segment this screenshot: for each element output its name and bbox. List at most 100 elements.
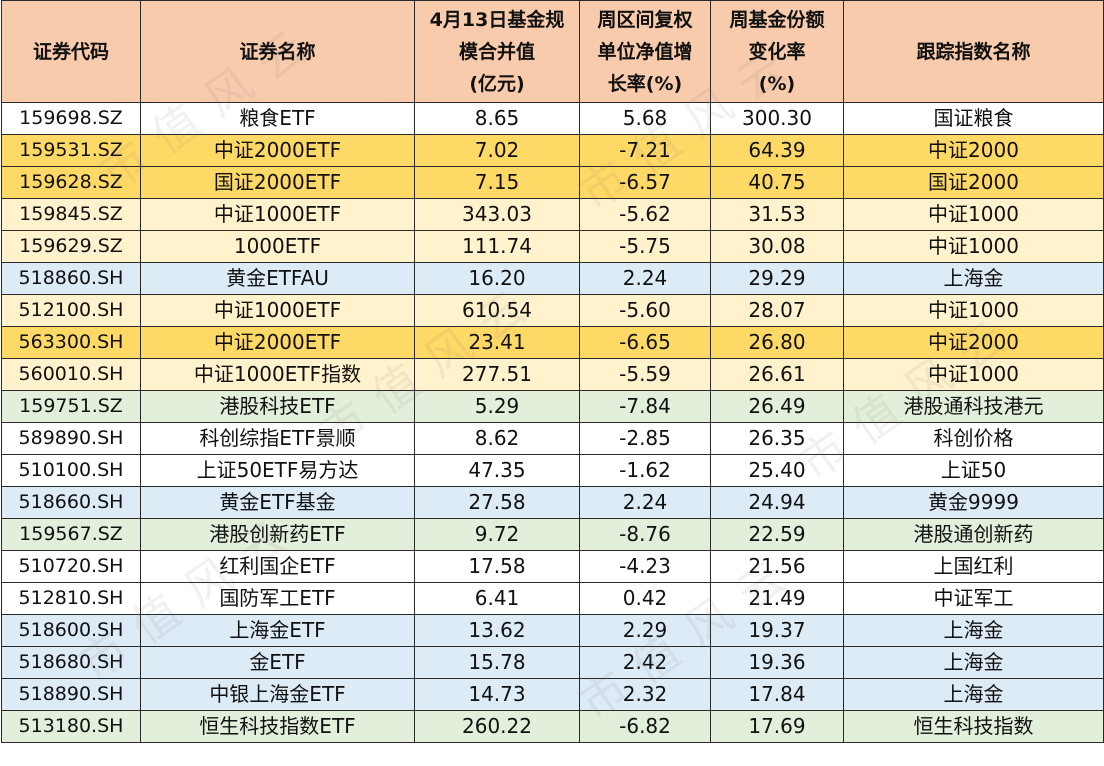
cell-security-code: 510100.SH	[1, 454, 141, 487]
cell-nav-growth: -6.57	[579, 166, 711, 199]
cell-tracking-index: 上证50	[843, 454, 1104, 487]
cell-nav-growth: -5.60	[579, 294, 711, 327]
cell-tracking-index: 中证1000	[843, 230, 1104, 263]
table-row: 159567.SZ 港股创新药ETF 9.72 -8.76 22.59 港股通创新药	[1, 518, 1104, 551]
cell-fund-scale: 5.29	[414, 390, 580, 423]
header-line: 跟踪指数名称	[916, 40, 1031, 63]
etf-table: 证券代码 证券名称 4月13日基金规 模合并值 (亿元) 周区间复权 单位净值增…	[1, 0, 1104, 743]
cell-tracking-index: 上海金	[843, 678, 1104, 711]
cell-share-change: 26.61	[710, 358, 844, 391]
cell-security-code: 159845.SZ	[1, 198, 141, 231]
header-line: 周区间复权	[597, 8, 693, 31]
cell-security-name: 恒生科技指数ETF	[140, 710, 415, 743]
cell-tracking-index: 上海金	[843, 262, 1104, 295]
cell-nav-growth: 5.68	[579, 102, 711, 135]
cell-security-code: 159629.SZ	[1, 230, 141, 263]
cell-share-change: 29.29	[710, 262, 844, 295]
table-row: 589890.SH 科创综指ETF景顺 8.62 -2.85 26.35 科创价格	[1, 422, 1104, 455]
header-line: 长率(%)	[607, 72, 683, 95]
cell-share-change: 19.37	[710, 614, 844, 647]
cell-security-name: 红利国企ETF	[140, 550, 415, 583]
cell-nav-growth: -7.84	[579, 390, 711, 423]
cell-share-change: 24.94	[710, 486, 844, 519]
cell-tracking-index: 上海金	[843, 614, 1104, 647]
header-line: 模合并值	[458, 40, 535, 63]
cell-security-code: 518890.SH	[1, 678, 141, 711]
cell-security-code: 159751.SZ	[1, 390, 141, 423]
cell-tracking-index: 中证1000	[843, 198, 1104, 231]
cell-tracking-index: 中证2000	[843, 326, 1104, 359]
header-row: 证券代码 证券名称 4月13日基金规 模合并值 (亿元) 周区间复权 单位净值增…	[1, 0, 1104, 103]
cell-share-change: 25.40	[710, 454, 844, 487]
cell-security-name: 国证2000ETF	[140, 166, 415, 199]
cell-security-code: 510720.SH	[1, 550, 141, 583]
cell-share-change: 21.56	[710, 550, 844, 583]
table-row: 518680.SH 金ETF 15.78 2.42 19.36 上海金	[1, 646, 1104, 679]
cell-share-change: 28.07	[710, 294, 844, 327]
table-row: 159698.SZ 粮食ETF 8.65 5.68 300.30 国证粮食	[1, 102, 1104, 135]
cell-fund-scale: 6.41	[414, 582, 580, 615]
cell-nav-growth: 0.42	[579, 582, 711, 615]
cell-share-change: 26.49	[710, 390, 844, 423]
cell-fund-scale: 27.58	[414, 486, 580, 519]
cell-security-code: 159628.SZ	[1, 166, 141, 199]
cell-share-change: 31.53	[710, 198, 844, 231]
cell-security-code: 159531.SZ	[1, 134, 141, 167]
header-share-change: 周基金份额 变化率 (%)	[710, 0, 844, 103]
table-row: 159531.SZ 中证2000ETF 7.02 -7.21 64.39 中证2000	[1, 134, 1104, 167]
cell-share-change: 30.08	[710, 230, 844, 263]
cell-security-name: 港股创新药ETF	[140, 518, 415, 551]
cell-share-change: 64.39	[710, 134, 844, 167]
cell-tracking-index: 国证2000	[843, 166, 1104, 199]
cell-nav-growth: 2.24	[579, 262, 711, 295]
cell-tracking-index: 中证1000	[843, 294, 1104, 327]
cell-fund-scale: 8.62	[414, 422, 580, 455]
cell-security-name: 黄金ETF基金	[140, 486, 415, 519]
cell-fund-scale: 14.73	[414, 678, 580, 711]
cell-fund-scale: 16.20	[414, 262, 580, 295]
table-header: 证券代码 证券名称 4月13日基金规 模合并值 (亿元) 周区间复权 单位净值增…	[1, 0, 1104, 103]
table-row: 512810.SH 国防军工ETF 6.41 0.42 21.49 中证军工	[1, 582, 1104, 615]
cell-nav-growth: -4.23	[579, 550, 711, 583]
cell-nav-growth: 2.29	[579, 614, 711, 647]
cell-fund-scale: 7.02	[414, 134, 580, 167]
cell-fund-scale: 47.35	[414, 454, 580, 487]
cell-security-name: 中证2000ETF	[140, 134, 415, 167]
table-row: 518890.SH 中银上海金ETF 14.73 2.32 17.84 上海金	[1, 678, 1104, 711]
cell-tracking-index: 上海金	[843, 646, 1104, 679]
cell-security-name: 金ETF	[140, 646, 415, 679]
cell-security-name: 粮食ETF	[140, 102, 415, 135]
cell-fund-scale: 7.15	[414, 166, 580, 199]
cell-tracking-index: 科创价格	[843, 422, 1104, 455]
header-line: 证券名称	[239, 40, 316, 63]
header-line: 变化率	[748, 40, 806, 63]
table-row: 159629.SZ 1000ETF 111.74 -5.75 30.08 中证1000	[1, 230, 1104, 263]
cell-fund-scale: 343.03	[414, 198, 580, 231]
cell-security-code: 518680.SH	[1, 646, 141, 679]
cell-share-change: 22.59	[710, 518, 844, 551]
cell-nav-growth: -6.82	[579, 710, 711, 743]
cell-security-name: 上证50ETF易方达	[140, 454, 415, 487]
cell-security-code: 513180.SH	[1, 710, 141, 743]
header-nav-growth: 周区间复权 单位净值增 长率(%)	[579, 0, 711, 103]
cell-nav-growth: -8.76	[579, 518, 711, 551]
table-body: 159698.SZ 粮食ETF 8.65 5.68 300.30 国证粮食 159531.S…	[1, 102, 1104, 743]
cell-share-change: 19.36	[710, 646, 844, 679]
table-row: 159628.SZ 国证2000ETF 7.15 -6.57 40.75 国证2000	[1, 166, 1104, 199]
cell-tracking-index: 上国红利	[843, 550, 1104, 583]
header-tracking-index: 跟踪指数名称	[843, 0, 1104, 103]
header-line: 周基金份额	[729, 8, 825, 31]
cell-security-name: 港股科技ETF	[140, 390, 415, 423]
header-fund-scale: 4月13日基金规 模合并值 (亿元)	[414, 0, 580, 103]
table-row: 518600.SH 上海金ETF 13.62 2.29 19.37 上海金	[1, 614, 1104, 647]
cell-security-code: 518600.SH	[1, 614, 141, 647]
table-row: 518660.SH 黄金ETF基金 27.58 2.24 24.94 黄金9999	[1, 486, 1104, 519]
cell-security-code: 518660.SH	[1, 486, 141, 519]
cell-tracking-index: 中证1000	[843, 358, 1104, 391]
cell-security-code: 560010.SH	[1, 358, 141, 391]
cell-share-change: 26.80	[710, 326, 844, 359]
cell-fund-scale: 111.74	[414, 230, 580, 263]
cell-nav-growth: 2.32	[579, 678, 711, 711]
cell-fund-scale: 8.65	[414, 102, 580, 135]
header-line: (%)	[758, 72, 796, 95]
